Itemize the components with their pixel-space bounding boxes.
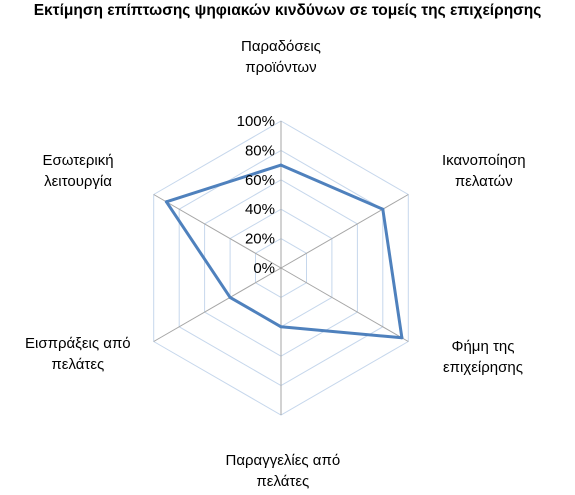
data-point [164,200,168,204]
data-point [279,325,283,329]
category-label-line: Παραδόσεις [241,38,321,55]
series-line [164,163,404,340]
tick-label: 40% [245,201,275,218]
tick-layer: 0% 20% 40% 60% 80% 100% [237,113,275,277]
category-label-line: πελάτες [256,473,310,490]
category-label: Εισπράξεις από πελάτες [25,333,131,375]
axis-spoke [280,267,409,342]
category-label-line: Φήμη της [451,338,515,355]
axis-spoke [153,194,282,269]
category-label-line: Παραγγελίες από [225,452,341,469]
category-label: Ικανοποίηση πελατών [442,150,526,192]
category-label-line: πελατών [454,173,513,190]
category-label-line: λειτουργία [44,173,112,190]
axis-spoke [153,267,282,342]
chart-title: Εκτίμηση επίπτωσης ψηφιακών κινδύνων σε … [33,2,542,19]
series-layer [164,163,404,340]
data-point [279,163,283,167]
axis-spoke [280,194,409,269]
category-label: Εσωτερική λειτουργία [43,150,114,192]
category-label-line: επιχείρησης [443,359,523,376]
tick-label: 100% [237,113,275,130]
category-label: Παραγγελίες από πελάτες [226,450,341,492]
spoke-layer [153,121,409,415]
category-label-line: Εσωτερική [42,152,114,169]
data-point [381,207,385,211]
tick-label: 60% [245,172,275,189]
tick-label: 20% [245,231,275,248]
category-label: Φήμη της επιχείρησης [443,336,523,378]
tick-label: 0% [253,260,275,277]
data-point [400,336,404,340]
category-label-line: Ικανοποίηση [442,152,526,169]
category-label-line: προϊόντων [245,59,317,76]
tick-label: 80% [245,142,275,159]
category-label-line: Εισπράξεις από [25,335,131,352]
category-label: Παραδόσεις προϊόντων [241,36,321,78]
category-label-line: πελάτες [51,356,105,373]
data-point [228,295,232,299]
